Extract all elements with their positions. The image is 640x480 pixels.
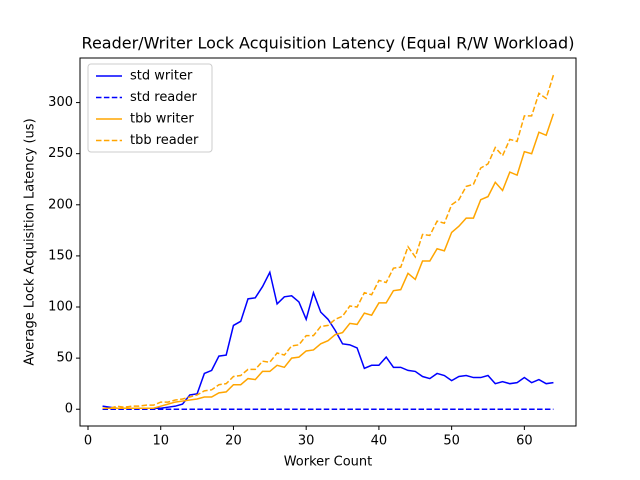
- x-axis-label: Worker Count: [284, 455, 373, 470]
- series-line: [102, 113, 555, 409]
- y-tick-label: 0: [65, 402, 73, 417]
- legend-label: tbb writer: [130, 112, 194, 127]
- legend-label: tbb reader: [130, 133, 199, 148]
- legend-box: [87, 63, 213, 153]
- y-tick-label: 300: [48, 95, 73, 110]
- legend: std writer std reader tbb writer tbb reader: [87, 63, 213, 153]
- x-tick-label: 20: [225, 434, 242, 449]
- y-axis-label: Average Lock Acquisition Latency (us): [23, 118, 38, 365]
- plot-frame: [79, 57, 577, 427]
- series-line: [102, 270, 554, 409]
- x-tick-label: 50: [443, 434, 460, 449]
- x-tick-label: 0: [84, 434, 92, 449]
- x-tick-label: 30: [298, 434, 315, 449]
- y-tick-label: 250: [48, 146, 73, 161]
- y-tick-label: 50: [56, 351, 73, 366]
- x-tick-label: 60: [516, 434, 533, 449]
- legend-label: std writer: [130, 69, 193, 84]
- x-tick-label: 40: [371, 434, 388, 449]
- y-tick-label: 100: [48, 300, 73, 315]
- legend-label: std reader: [130, 90, 198, 105]
- y-tick-label: 150: [48, 248, 73, 263]
- series-line: [102, 74, 555, 409]
- y-tick-label: 200: [48, 197, 73, 212]
- chart-title: Reader/Writer Lock Acquisition Latency (…: [82, 34, 575, 53]
- x-tick-label: 10: [152, 434, 169, 449]
